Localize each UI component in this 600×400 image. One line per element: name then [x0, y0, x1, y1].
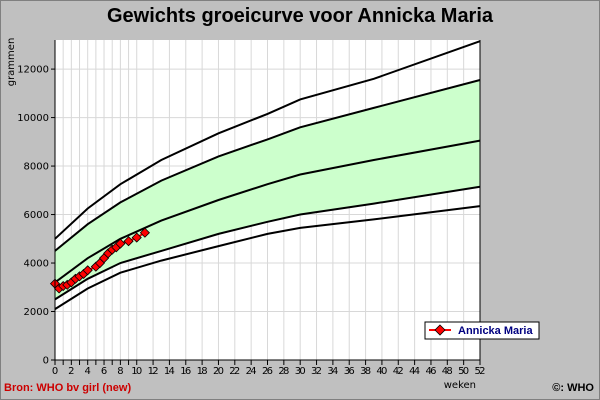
x-tick-label: 32 [311, 366, 322, 377]
x-tick-label: 26 [262, 366, 273, 377]
reference-curve-p50 [54, 139, 481, 284]
x-tick-label: 2 [68, 366, 74, 377]
y-ticks: 0 2000 4000 6000 8000 10000 12000 [17, 65, 55, 367]
legend-box [424, 321, 540, 340]
x-tick-label: 52 [475, 366, 486, 377]
x-tick-label: 16 [180, 366, 191, 377]
x-tick-label: 10 [131, 366, 142, 377]
legend: Annicka Maria [424, 321, 540, 340]
x-tick-label: 6 [101, 366, 107, 377]
x-tick-label: 22 [229, 366, 240, 377]
copyright-text: ©: WHO [552, 382, 594, 394]
source-text: Bron: WHO bv girl (new) [4, 382, 131, 394]
data-point [82, 265, 93, 276]
x-tick-label: 38 [360, 366, 371, 377]
x-ticks: 0 2 4 6 8 10 12 14 16 18 20 22 24 26 28 30 32 34 36 38 40 42 4… [52, 360, 486, 377]
x-tick-label: 40 [376, 366, 387, 377]
x-tick-label: 28 [278, 366, 289, 377]
normal-range-band [55, 80, 480, 300]
x-tick-label: 30 [295, 366, 306, 377]
x-tick-label: 34 [327, 366, 338, 377]
x-tick-label: 24 [246, 366, 257, 377]
x-tick-label: 0 [52, 366, 58, 377]
reference-curve-p97 [54, 40, 481, 240]
x-tick-label: 12 [148, 366, 159, 377]
y-tick-label: 4000 [24, 259, 49, 270]
x-tick-label: 20 [213, 366, 224, 377]
reference-curve-p3 [54, 205, 481, 310]
x-tick-label: 18 [197, 366, 208, 377]
x-tick-label: 48 [442, 366, 453, 377]
reference-curves [54, 40, 481, 310]
reference-curve-p85 [54, 79, 481, 252]
data-point [131, 232, 142, 243]
y-tick-label: 0 [43, 356, 49, 367]
y-axis-label: grammen [6, 38, 17, 87]
x-tick-label: 8 [117, 366, 123, 377]
y-tick-label: 10000 [17, 113, 49, 124]
x-tick-label: 14 [164, 366, 175, 377]
legend-label: Annicka Maria [458, 325, 533, 337]
x-tick-label: 50 [458, 366, 469, 377]
y-tick-label: 2000 [24, 307, 49, 318]
reference-curve-p15 [54, 185, 481, 301]
data-point [115, 238, 126, 249]
y-tick-label: 8000 [24, 162, 49, 173]
x-axis-label: weken [444, 380, 476, 391]
data-point [139, 227, 150, 238]
legend-marker [434, 324, 446, 336]
x-tick-label: 46 [425, 366, 436, 377]
series-layer [49, 227, 150, 294]
y-tick-label: 12000 [17, 65, 49, 76]
chart-title: Gewichts groeicurve voor Annicka Maria [107, 5, 494, 27]
y-tick-label: 6000 [24, 210, 49, 221]
x-tick-label: 36 [344, 366, 355, 377]
x-tick-label: 4 [85, 366, 91, 377]
data-point [123, 236, 134, 247]
x-tick-label: 44 [409, 366, 420, 377]
x-tick-label: 42 [393, 366, 404, 377]
